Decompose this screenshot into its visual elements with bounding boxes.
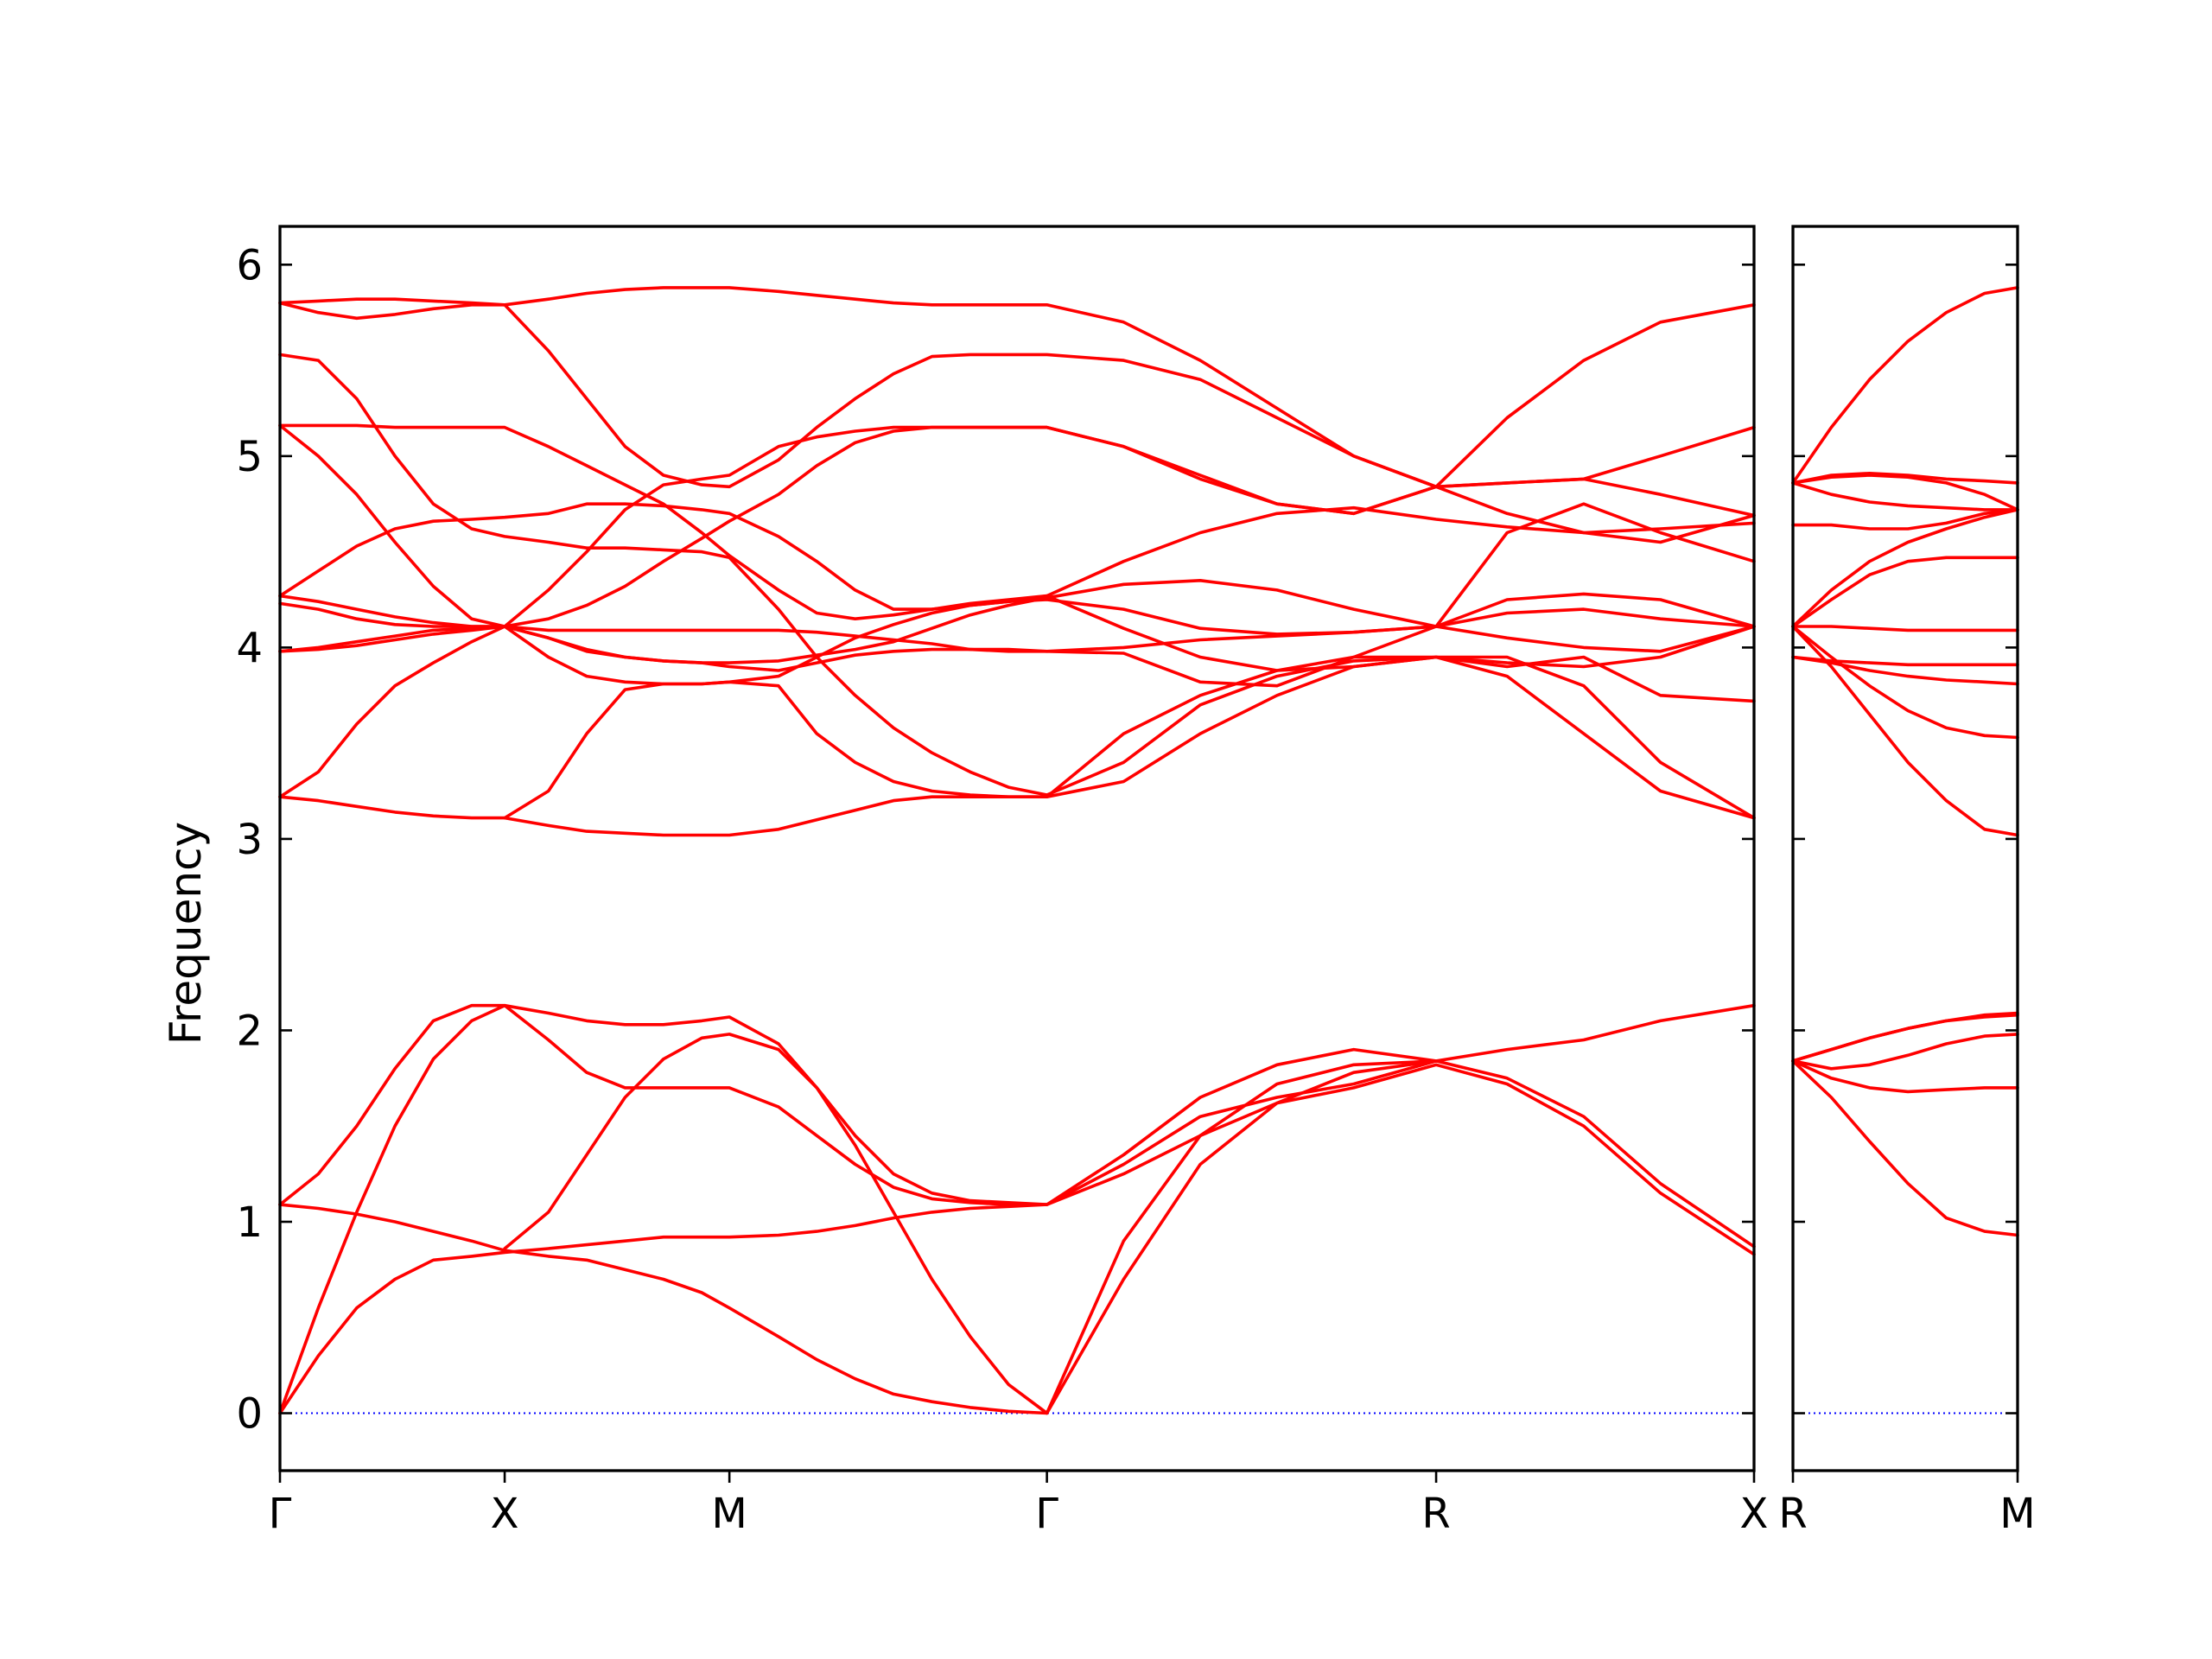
y-tick-label: 3 xyxy=(236,816,263,864)
x-tick-label: M xyxy=(711,1490,747,1538)
phonon-band-line xyxy=(278,301,1756,489)
phonon-band-line xyxy=(278,1003,1756,1415)
phonon-band-line xyxy=(1791,655,2019,686)
y-tick-label: 6 xyxy=(236,241,263,289)
phonon-band-line xyxy=(278,425,1756,653)
x-tick-label: Γ xyxy=(269,1490,292,1538)
phonon-band-line xyxy=(1791,556,2019,628)
y-axis-label: Frequency xyxy=(161,822,211,1045)
phonon-band-line xyxy=(1791,625,2019,837)
y-tick-label: 4 xyxy=(236,624,263,672)
phonon-band-line xyxy=(1791,508,2019,531)
phonon-band-line xyxy=(278,286,1756,544)
phonon-band-line xyxy=(1791,625,2019,632)
phonon-band-line xyxy=(278,1063,1756,1415)
x-tick-label: X xyxy=(491,1490,519,1538)
phonon-band-line xyxy=(278,592,1756,798)
x-tick-label: X xyxy=(1740,1490,1769,1538)
phonon-band-line xyxy=(503,1033,1438,1250)
phonon-band-line xyxy=(1791,481,2019,512)
phonon-band-line xyxy=(278,655,1756,837)
x-tick-label: Γ xyxy=(1035,1490,1058,1538)
phonon-band-line xyxy=(1791,625,2019,740)
phonon-band-line xyxy=(278,425,1756,628)
phonon-band-line xyxy=(278,1003,1438,1206)
axes-frame xyxy=(1791,225,2019,1472)
phonon-band-line xyxy=(1791,286,2019,485)
x-tick-label: M xyxy=(1999,1490,2035,1538)
y-tick-label: 2 xyxy=(236,1007,263,1055)
phonon-band-line xyxy=(1791,1059,2019,1094)
phonon-band-line xyxy=(278,423,1756,672)
phonon-band-line xyxy=(1791,1013,2019,1063)
phonon-band-line xyxy=(1791,1011,2019,1063)
y-tick-label: 5 xyxy=(236,433,263,481)
phonon-band-line xyxy=(278,1059,1756,1415)
main-band-panel: 0 1 2 3 4 5 6 Γ X M Γ R X xyxy=(236,225,1769,1538)
x-tick-label: R xyxy=(1778,1490,1807,1538)
x-tick-label: R xyxy=(1421,1490,1450,1538)
phonon-band-line xyxy=(278,579,1756,664)
y-tick-label: 1 xyxy=(236,1198,263,1247)
phonon-band-line xyxy=(1791,1033,2019,1071)
phonon-band-line xyxy=(503,655,1756,820)
phonon-band-line xyxy=(1791,1059,2019,1237)
phonon-band-line xyxy=(1791,474,2019,512)
phonon-band-line xyxy=(1791,472,2019,485)
phonon-band-line xyxy=(1791,508,2019,628)
y-tick-label: 0 xyxy=(236,1390,263,1439)
phonon-band-line xyxy=(278,423,1756,672)
phonon-band-line xyxy=(278,353,1756,820)
axes-frame xyxy=(278,225,1756,1472)
phonon-band-line xyxy=(1791,655,2019,667)
